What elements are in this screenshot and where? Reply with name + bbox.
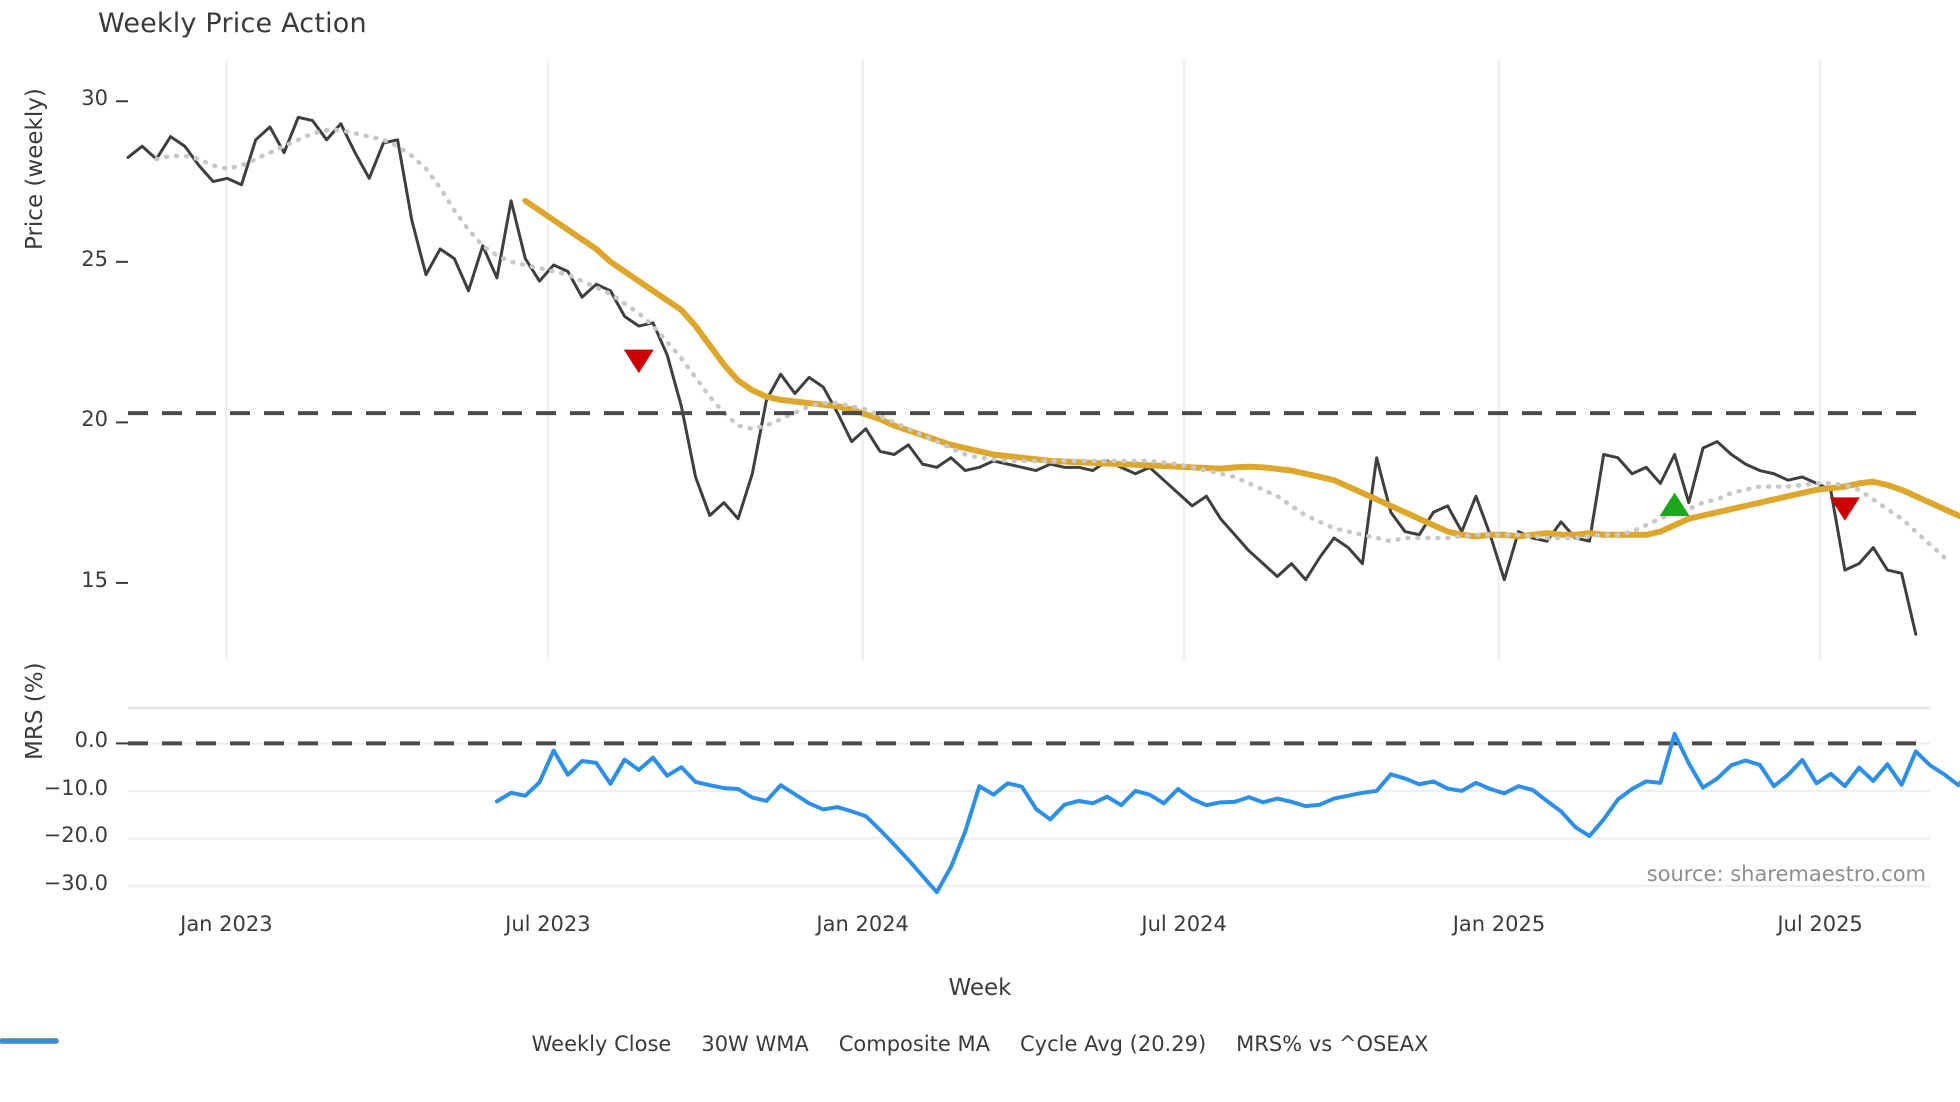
buy-marker-icon xyxy=(1659,492,1690,516)
sell-marker-icon xyxy=(1829,497,1860,521)
legend-swatch-icon xyxy=(0,1038,59,1044)
x-tick-label: Jan 2025 xyxy=(1452,912,1546,936)
mrs-series-line xyxy=(494,731,1960,895)
legend-label: Cycle Avg (20.29) xyxy=(1020,1032,1207,1056)
chart-legend: Weekly Close 30W WMA Composite MA Cycle Avg… xyxy=(0,1032,1960,1056)
legend-item[interactable]: Weekly Close xyxy=(0,1032,672,1056)
price-y-tick-label: 30 xyxy=(81,86,108,111)
legend-label: 30W WMA xyxy=(701,1032,809,1056)
legend-item[interactable]: MRS% vs ^OSEAX xyxy=(0,1032,1429,1056)
legend-item[interactable]: 30W WMA xyxy=(0,1032,809,1056)
x-tick-label: Jan 2023 xyxy=(180,912,273,936)
price-series-composite-ma xyxy=(154,127,1947,560)
mrs-y-tick-label: −10.0 xyxy=(43,775,108,800)
x-axis-label: Week xyxy=(948,975,1012,1001)
legend-label: Composite MA xyxy=(838,1032,990,1056)
sell-marker-icon xyxy=(623,349,654,374)
legend-label: MRS% vs ^OSEAX xyxy=(1236,1032,1429,1056)
legend-item[interactable]: Composite MA xyxy=(0,1032,990,1056)
price-y-tick-label: 25 xyxy=(81,246,108,271)
page-title: Weekly Price Action xyxy=(98,8,367,39)
price-series-weekly-close xyxy=(126,115,1918,636)
mrs-y-tick-label: −30.0 xyxy=(43,870,108,895)
legend-label: Weekly Close xyxy=(531,1032,672,1056)
mrs-y-tick-label: −20.0 xyxy=(43,823,108,848)
price-y-tick-label: 15 xyxy=(81,567,108,592)
legend-item[interactable]: Cycle Avg (20.29) xyxy=(0,1032,1207,1056)
price-series-30w-wma xyxy=(522,197,1960,540)
price-y-tick-label: 20 xyxy=(81,407,108,432)
x-tick-label: Jan 2024 xyxy=(816,912,909,936)
mrs-y-tick-label: 0.0 xyxy=(74,728,108,753)
source-watermark: source: sharemaestro.com xyxy=(1646,862,1926,886)
x-tick-label: Jul 2023 xyxy=(505,912,591,936)
x-tick-label: Jul 2025 xyxy=(1777,912,1863,936)
x-tick-label: Jul 2024 xyxy=(1141,912,1227,936)
